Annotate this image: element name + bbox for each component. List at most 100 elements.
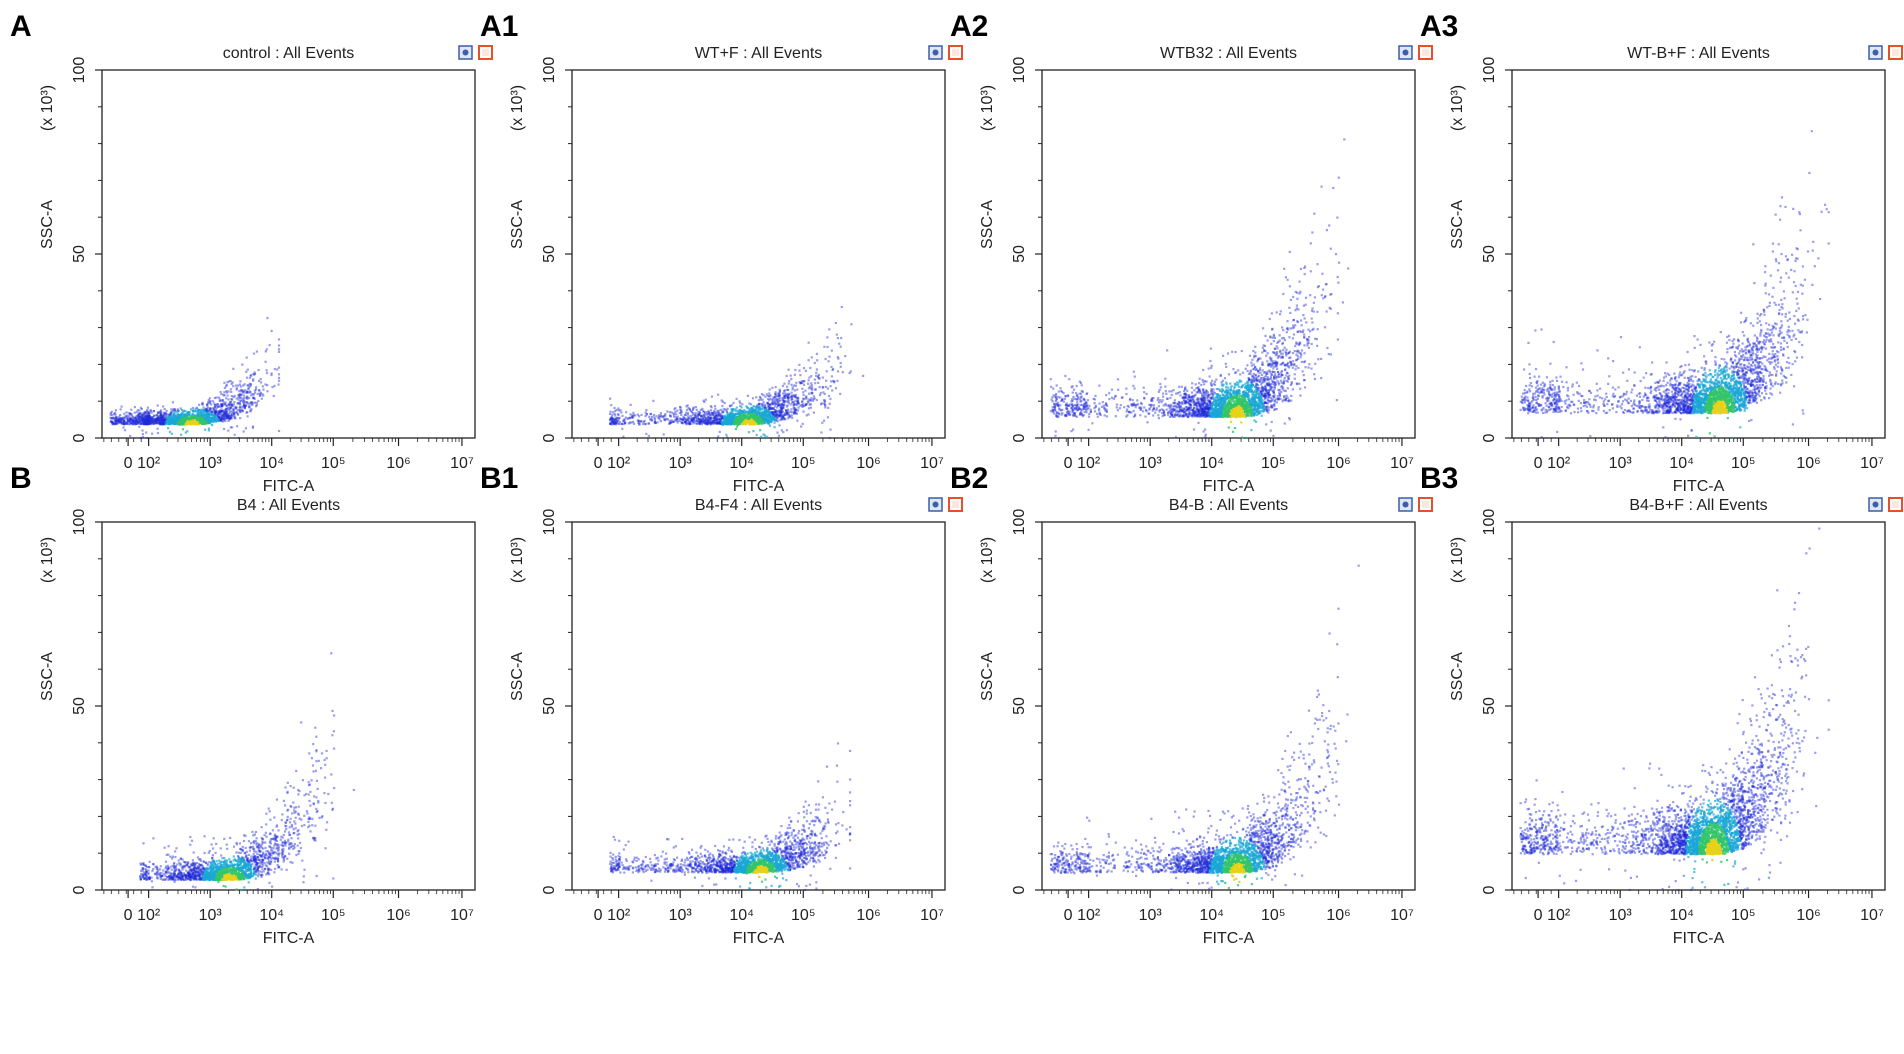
event-point — [219, 417, 222, 420]
event-point — [146, 419, 149, 422]
event-point — [793, 412, 796, 415]
event-point — [765, 414, 768, 418]
event-point — [613, 421, 616, 424]
event-point — [1272, 333, 1275, 336]
event-point — [1246, 364, 1249, 367]
event-point — [131, 423, 134, 426]
event-point — [776, 406, 779, 409]
event-point — [767, 394, 770, 397]
close-icon[interactable] — [1418, 45, 1433, 60]
event-point — [695, 408, 698, 411]
event-point — [612, 420, 616, 423]
plot-title: control : All Events — [223, 45, 355, 62]
event-point — [147, 422, 150, 425]
event-point — [709, 417, 712, 420]
event-point — [762, 414, 765, 417]
event-point — [748, 411, 751, 414]
event-point — [814, 388, 817, 391]
event-point — [156, 419, 159, 422]
event-point — [808, 403, 811, 406]
x-tick-label: 10⁴ — [729, 455, 754, 472]
event-point — [159, 413, 163, 416]
event-point — [156, 431, 160, 435]
event-point — [201, 403, 204, 406]
gate-icon[interactable] — [1398, 45, 1413, 60]
event-point — [153, 422, 156, 425]
event-point — [214, 410, 218, 413]
event-point — [774, 405, 777, 408]
event-point — [159, 421, 162, 424]
event-point — [768, 406, 771, 410]
event-point — [259, 394, 262, 397]
event-point — [151, 418, 154, 421]
event-point — [261, 393, 264, 396]
event-point — [811, 392, 814, 395]
event-point — [749, 419, 752, 422]
gate-icon[interactable] — [928, 45, 943, 60]
event-point — [230, 407, 233, 410]
event-point — [709, 418, 712, 421]
event-point — [225, 397, 228, 400]
event-point — [668, 411, 671, 414]
event-point — [220, 419, 223, 422]
event-point — [228, 418, 231, 421]
close-icon[interactable] — [948, 45, 963, 60]
event-point — [827, 406, 830, 409]
event-point — [238, 407, 241, 410]
event-point — [780, 414, 783, 417]
event-point — [181, 428, 185, 431]
event-point — [614, 418, 617, 421]
x-tick-label: 10³ — [199, 455, 223, 472]
event-point — [1277, 397, 1280, 400]
event-point — [163, 414, 166, 417]
event-point — [659, 412, 662, 415]
event-point — [224, 419, 227, 422]
event-point — [827, 394, 831, 398]
event-point — [794, 408, 797, 411]
event-point — [789, 396, 792, 399]
event-point — [751, 423, 754, 426]
event-point — [1295, 365, 1298, 368]
event-point — [160, 419, 164, 422]
event-point — [769, 408, 772, 411]
event-point — [715, 418, 718, 421]
event-point — [781, 384, 784, 388]
event-point — [1085, 411, 1088, 414]
event-point — [222, 394, 225, 397]
event-point — [618, 416, 621, 419]
event-point — [774, 386, 777, 389]
event-point — [120, 417, 123, 420]
event-point — [791, 416, 794, 420]
event-point — [111, 422, 114, 425]
plot-area — [571, 69, 946, 439]
event-point — [789, 415, 792, 419]
event-point — [638, 421, 641, 424]
event-point — [1240, 349, 1243, 353]
event-point — [128, 420, 132, 423]
event-point — [237, 396, 240, 399]
event-point — [785, 374, 788, 377]
event-point — [243, 406, 246, 410]
event-point — [213, 407, 216, 410]
event-point — [230, 412, 234, 416]
event-point — [134, 420, 137, 423]
event-point — [226, 416, 229, 420]
gate-icon[interactable] — [458, 45, 473, 60]
event-point — [195, 421, 198, 424]
close-icon[interactable] — [478, 45, 493, 60]
event-point — [160, 414, 163, 417]
event-point — [787, 396, 790, 400]
event-point — [143, 422, 146, 425]
event-point — [138, 419, 141, 422]
event-point — [112, 422, 115, 425]
event-point — [741, 410, 744, 413]
event-point — [615, 420, 618, 423]
event-point — [711, 413, 715, 416]
event-point — [848, 372, 851, 375]
event-point — [790, 383, 793, 386]
event-point — [766, 401, 769, 404]
event-point — [818, 377, 821, 380]
event-point — [703, 418, 706, 422]
event-point — [151, 420, 154, 423]
event-point — [159, 422, 162, 425]
